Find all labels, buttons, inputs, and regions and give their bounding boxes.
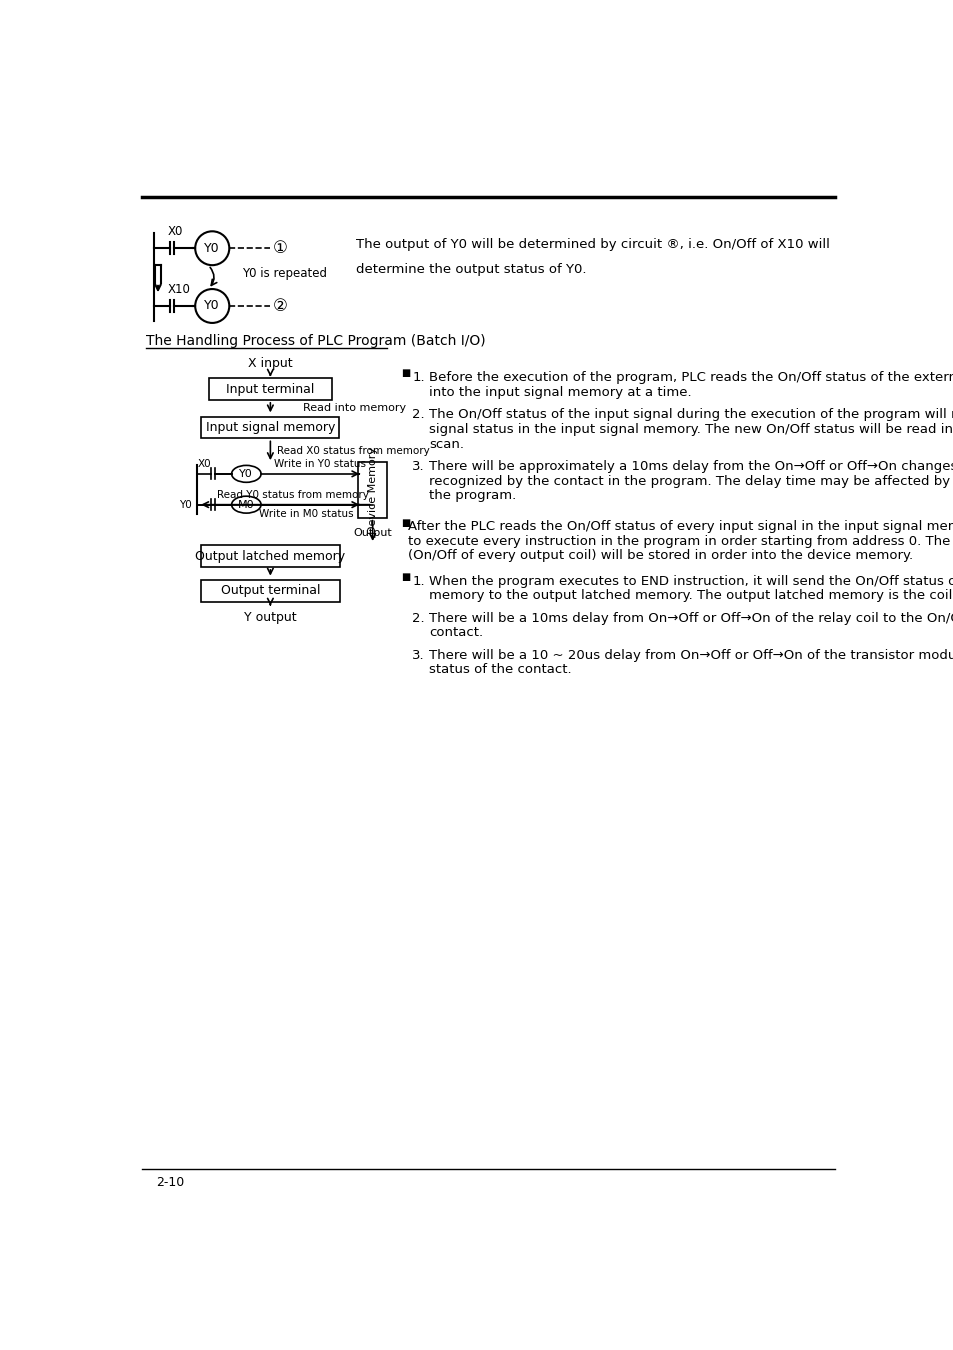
Text: Before the execution of the program, PLC reads the On/Off status of the external: Before the execution of the program, PLC…: [429, 371, 953, 385]
Text: There will be a 10ms delay from On→Off or Off→On of the relay coil to the On/Off: There will be a 10ms delay from On→Off o…: [429, 612, 953, 625]
Text: Read X0 status from memory: Read X0 status from memory: [276, 446, 429, 456]
Text: 2-10: 2-10: [156, 1176, 185, 1189]
Text: determine the output status of Y0.: determine the output status of Y0.: [355, 263, 585, 277]
Text: signal status in the input signal memory. The new On/Off status will be read in : signal status in the input signal memory…: [429, 423, 953, 436]
Text: contact.: contact.: [429, 626, 483, 640]
Text: There will be a 10 ~ 20us delay from On→Off or Off→On of the transistor module t: There will be a 10 ~ 20us delay from On→…: [429, 648, 953, 662]
Text: Y output: Y output: [244, 612, 296, 624]
Text: Input terminal: Input terminal: [226, 382, 314, 396]
Bar: [357, 462, 387, 518]
Text: to execute every instruction in the program in order starting from address 0. Th: to execute every instruction in the prog…: [407, 535, 953, 548]
Text: Output: Output: [353, 528, 392, 539]
Text: ①: ①: [273, 239, 288, 258]
Text: 2.: 2.: [412, 612, 424, 625]
Text: The output of Y0 will be determined by circuit ®, i.e. On/Off of X10 will: The output of Y0 will be determined by c…: [355, 238, 828, 251]
Text: X0: X0: [168, 225, 183, 238]
Text: 3.: 3.: [412, 460, 424, 472]
Text: X input: X input: [248, 358, 293, 370]
Text: status of the contact.: status of the contact.: [429, 663, 571, 676]
Text: Read Y0 status from memory: Read Y0 status from memory: [216, 490, 369, 500]
Text: memory to the output latched memory. The output latched memory is the coil of th: memory to the output latched memory. The…: [429, 590, 953, 602]
Text: Output latched memory: Output latched memory: [195, 549, 345, 563]
Bar: [200, 580, 340, 602]
Text: into the input signal memory at a time.: into the input signal memory at a time.: [429, 386, 691, 400]
Text: Output terminal: Output terminal: [220, 585, 320, 598]
Text: (On/Off of every output coil) will be stored in order into the device memory.: (On/Off of every output coil) will be st…: [407, 549, 912, 563]
Text: Write in M0 status: Write in M0 status: [258, 509, 353, 518]
Text: scan.: scan.: [429, 437, 464, 451]
Text: ■: ■: [401, 571, 410, 582]
Text: 3.: 3.: [412, 648, 424, 662]
Text: The Handling Process of PLC Program (Batch I/O): The Handling Process of PLC Program (Bat…: [146, 333, 485, 348]
Text: Y0 is repeated: Y0 is repeated: [241, 267, 326, 279]
Text: recognized by the contact in the program. The delay time may be affected by the : recognized by the contact in the program…: [429, 475, 953, 487]
Bar: [209, 378, 332, 400]
Text: Y0: Y0: [204, 242, 220, 255]
Text: When the program executes to END instruction, it will send the On/Off status of : When the program executes to END instruc…: [429, 575, 953, 587]
Text: X0: X0: [197, 459, 212, 468]
Text: 2.: 2.: [412, 409, 424, 421]
Text: Write in Y0 status: Write in Y0 status: [274, 459, 366, 468]
Text: Y0: Y0: [204, 300, 220, 312]
Text: Y0: Y0: [239, 468, 253, 479]
Text: ■: ■: [401, 369, 410, 378]
Text: Read into memory: Read into memory: [303, 404, 406, 413]
Text: There will be approximately a 10ms delay from the On→Off or Off→On changes to th: There will be approximately a 10ms delay…: [429, 460, 953, 472]
Bar: [201, 417, 339, 439]
Text: The On/Off status of the input signal during the execution of the program will n: The On/Off status of the input signal du…: [429, 409, 953, 421]
Text: After the PLC reads the On/Off status of every input signal in the input signal : After the PLC reads the On/Off status of…: [407, 520, 953, 533]
Text: the program.: the program.: [429, 489, 516, 502]
Text: ②: ②: [273, 297, 288, 315]
Text: 1.: 1.: [412, 371, 424, 385]
Text: Device Memory: Device Memory: [367, 447, 377, 533]
Text: Y0: Y0: [179, 500, 192, 510]
Text: ■: ■: [401, 518, 410, 528]
Text: 1.: 1.: [412, 575, 424, 587]
Text: Input signal memory: Input signal memory: [206, 421, 335, 435]
Text: M0: M0: [238, 500, 254, 510]
Bar: [200, 545, 340, 567]
Text: X10: X10: [168, 282, 191, 296]
